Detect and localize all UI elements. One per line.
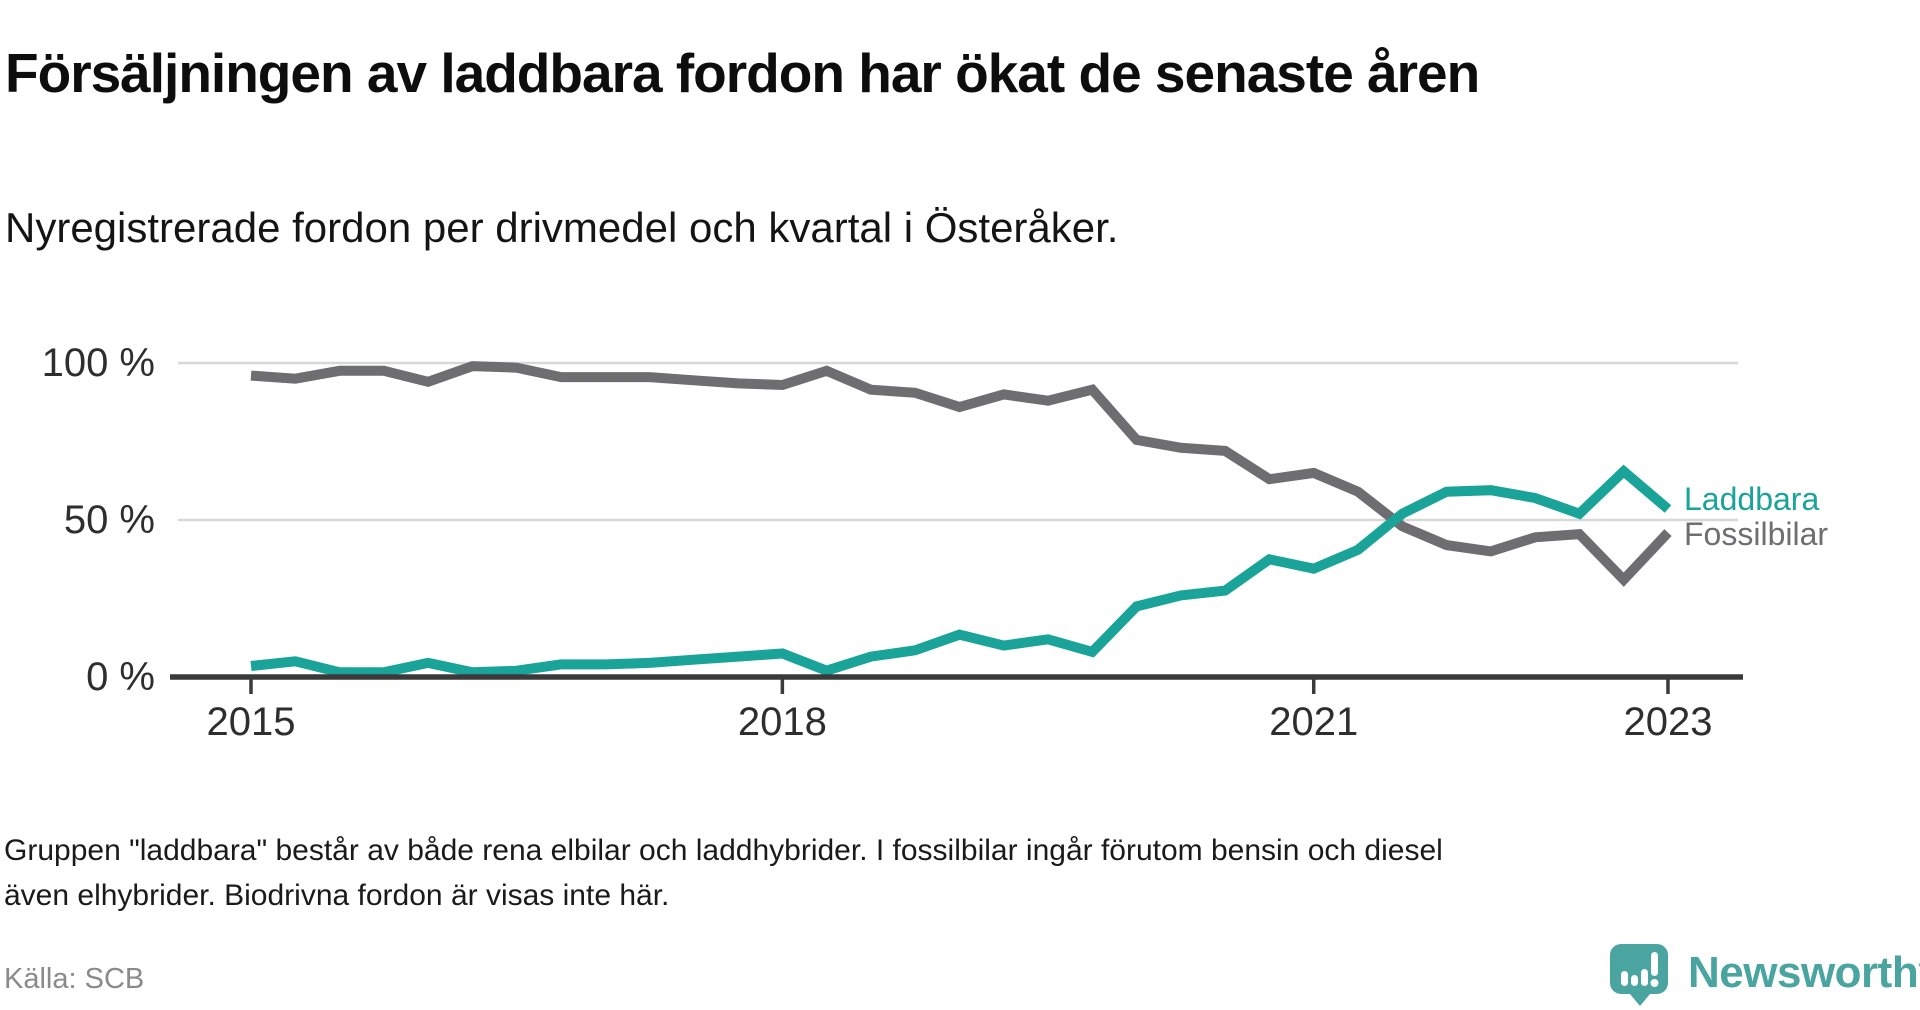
y-axis-label-50: 50 %: [63, 498, 155, 542]
newsworthy-logo: Newsworthy: [1608, 942, 1920, 1008]
legend-label-laddbara: Laddbara: [1684, 481, 1820, 517]
source-label: Källa: SCB: [4, 963, 145, 995]
page-title: Försäljningen av laddbara fordon har öka…: [5, 41, 1480, 104]
data-lines: [250, 361, 1672, 678]
y-axis-label-0: 0 %: [86, 655, 155, 699]
newsworthy-chart-bubble-icon: [1610, 944, 1668, 1006]
newsworthy-wordmark: Newsworthy: [1688, 948, 1920, 997]
line-fossilbilar: [250, 361, 1672, 587]
legend-label-fossilbilar: Fossilbilar: [1684, 516, 1829, 552]
x-axis-label-2021: 2021: [1269, 700, 1359, 744]
x-axis-label-2018: 2018: [737, 700, 827, 744]
chart-footnote: Gruppen "laddbara" består av både rena e…: [4, 834, 1443, 912]
x-axis: [170, 674, 1743, 694]
x-axis-label-2015: 2015: [206, 700, 296, 744]
x-axis-label-2023: 2023: [1623, 700, 1713, 744]
y-axis-label-100: 100 %: [41, 341, 155, 385]
chart-subtitle: Nyregistrerade fordon per drivmedel och …: [5, 204, 1119, 251]
gridlines: [178, 361, 1738, 522]
line-laddbara: [250, 464, 1672, 678]
